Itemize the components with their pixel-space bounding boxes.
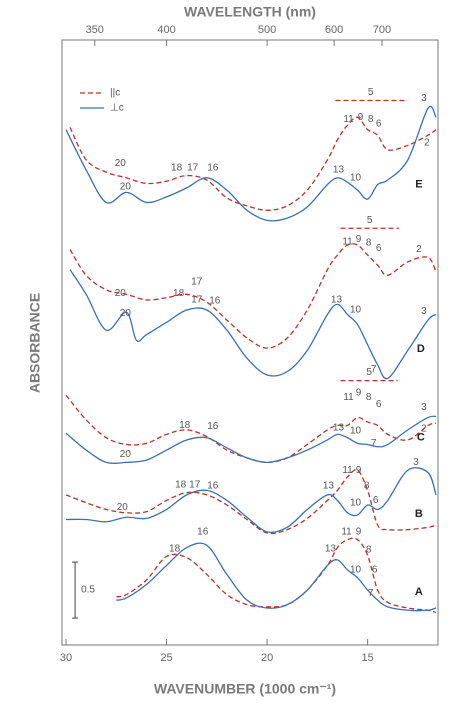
band-label: 5 <box>368 87 374 98</box>
band-label: 20 <box>120 308 132 319</box>
band-label: 9 <box>356 465 362 476</box>
band-label: 16 <box>207 162 219 173</box>
band-label: 6 <box>376 243 382 254</box>
band-label: 8 <box>368 114 374 125</box>
band-label: 20 <box>120 181 132 192</box>
band-label: 20 <box>117 502 129 513</box>
band-label: 10 <box>350 305 362 316</box>
band-label: 5 <box>366 367 372 378</box>
x2-tick-label: 400 <box>157 24 175 36</box>
band-label: 18 <box>171 162 183 173</box>
band-label: 6 <box>373 495 379 506</box>
trace-label: A <box>415 586 423 598</box>
band-label: 8 <box>366 544 372 555</box>
band-label: 9 <box>356 526 362 537</box>
band-label: 11 <box>342 236 353 247</box>
band-label: 2 <box>424 138 430 149</box>
spectrum-line <box>66 467 437 534</box>
band-label: 8 <box>366 392 372 403</box>
band-label: 11 <box>342 465 353 476</box>
spectrum-line <box>116 542 437 612</box>
x2-tick-label: 350 <box>86 24 104 36</box>
spectrum-line <box>69 116 437 211</box>
band-label: 3 <box>421 93 427 104</box>
x2-tick-label: 500 <box>258 24 276 36</box>
y-axis-title: ABSORBANCE <box>27 293 43 393</box>
legend-label: ⊥c <box>110 103 124 114</box>
spectrum-line <box>116 537 437 614</box>
trace-label: B <box>415 508 423 520</box>
band-label: 11 <box>343 392 354 403</box>
spectrum-line <box>69 269 437 380</box>
band-label: 18 <box>173 288 185 299</box>
band-label: 9 <box>356 234 362 245</box>
band-label: 6 <box>372 565 378 576</box>
band-label: 13 <box>331 295 343 306</box>
band-label: 8 <box>364 481 370 492</box>
band-label: 10 <box>350 497 362 508</box>
band-label: 20 <box>115 158 127 169</box>
x2-tick-label: 600 <box>325 24 343 36</box>
band-label: 6 <box>376 399 382 410</box>
band-label: 8 <box>366 237 372 248</box>
spectrum-line <box>65 415 437 465</box>
band-label: 20 <box>120 449 132 460</box>
trace-label: D <box>417 343 425 355</box>
band-label: 7 <box>368 588 374 599</box>
band-label: 3 <box>421 306 427 317</box>
band-label: 13 <box>333 422 345 433</box>
band-label: 16 <box>207 481 219 492</box>
band-label: 11 <box>343 114 354 125</box>
band-label: 16 <box>207 421 219 432</box>
band-label: 18 <box>169 543 181 554</box>
band-label: 10 <box>350 426 362 437</box>
band-label: 11 <box>341 526 352 537</box>
band-label: 2 <box>416 244 422 255</box>
band-label: 6 <box>376 119 382 130</box>
spectrum-line <box>69 243 437 349</box>
band-label: 16 <box>197 526 209 537</box>
band-label: 18 <box>175 479 187 490</box>
band-label: 17 <box>189 479 201 490</box>
band-label: 13 <box>333 165 345 176</box>
x2-tick-label: 700 <box>373 24 391 36</box>
band-label: 16 <box>209 296 221 307</box>
x-tick-label: 25 <box>160 652 172 664</box>
plot-frame <box>61 39 439 646</box>
spectrum-line <box>65 105 437 222</box>
band-label: 13 <box>325 543 337 554</box>
scale-bar-label: 0.5 <box>81 585 95 596</box>
band-label: 5 <box>367 215 373 226</box>
trace-label: E <box>415 178 422 190</box>
band-label: 10 <box>350 172 362 183</box>
spectrum-line <box>65 469 437 535</box>
band-label: 17 <box>191 277 203 288</box>
band-label: 2 <box>421 423 427 434</box>
band-label: 20 <box>115 288 127 299</box>
x2-axis-title: WAVELENGTH (nm) <box>184 4 316 20</box>
x-axis-title: WAVENUMBER (1000 cm⁻¹) <box>154 681 336 697</box>
band-label: 9 <box>356 388 362 399</box>
x-tick-label: 15 <box>362 652 374 664</box>
band-label: 17 <box>191 295 203 306</box>
band-label: 3 <box>413 457 419 468</box>
legend-label: ||c <box>110 88 120 99</box>
band-label: 10 <box>350 565 362 576</box>
x-tick-label: 20 <box>261 652 273 664</box>
band-label: 18 <box>179 420 191 431</box>
x-tick-label: 30 <box>60 652 72 664</box>
band-label: 7 <box>371 438 377 449</box>
trace-label: C <box>417 432 425 444</box>
band-label: 9 <box>358 112 364 123</box>
band-label: 17 <box>187 162 199 173</box>
band-label: 13 <box>323 481 335 492</box>
band-label: 3 <box>421 402 427 413</box>
band-label: 7 <box>371 364 377 375</box>
